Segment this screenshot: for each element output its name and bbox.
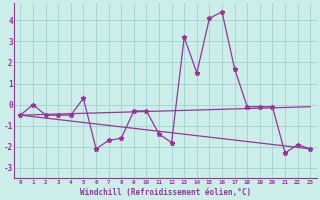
X-axis label: Windchill (Refroidissement éolien,°C): Windchill (Refroidissement éolien,°C)	[80, 188, 251, 197]
